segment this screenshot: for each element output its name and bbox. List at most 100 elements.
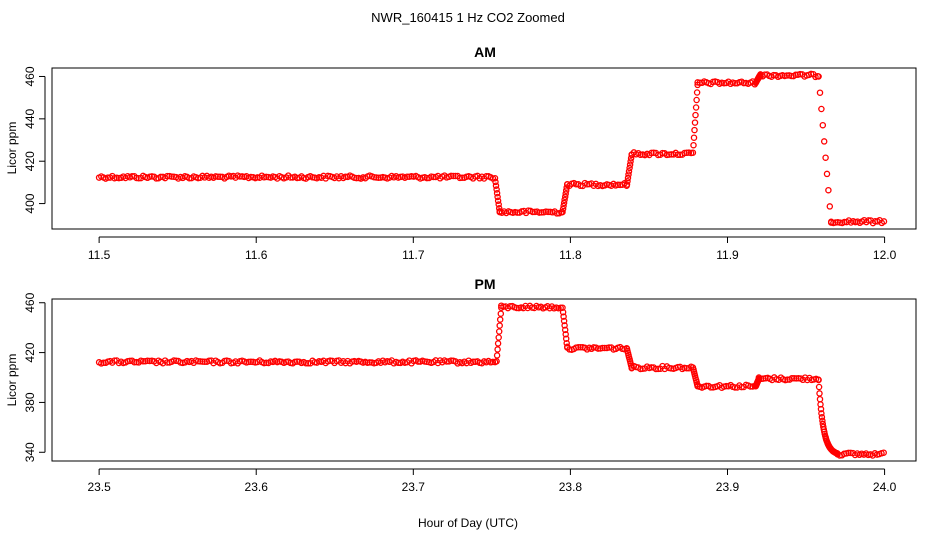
- data-point: [614, 181, 622, 189]
- data-point: [245, 358, 252, 366]
- data-point: [561, 193, 569, 201]
- data-point: [197, 358, 204, 365]
- data-point: [247, 358, 255, 366]
- panel-pm-title: PM: [475, 276, 496, 292]
- data-point: [536, 209, 543, 216]
- data-point: [492, 178, 499, 186]
- data-point: [740, 79, 748, 87]
- data-point: [815, 383, 823, 391]
- panel-pm-yaxis: 340 380 420 460: [23, 292, 46, 462]
- panel-pm-xaxis: 23.5 23.6 23.7 23.8 23.9 24.0: [87, 468, 897, 494]
- data-point: [626, 164, 633, 172]
- data-point: [880, 218, 888, 225]
- data-point: [287, 174, 294, 181]
- x-tick-label: 12.0: [873, 248, 897, 262]
- data-point: [599, 344, 606, 352]
- data-point: [627, 158, 634, 165]
- data-point: [820, 138, 828, 145]
- data-point: [627, 154, 635, 162]
- x-tick-label: 23.7: [402, 480, 426, 494]
- data-point: [493, 352, 501, 359]
- y-tick-label: 380: [23, 392, 37, 412]
- data-point: [788, 374, 796, 382]
- data-point: [790, 375, 798, 382]
- data-point: [496, 322, 503, 329]
- data-point: [513, 304, 520, 312]
- data-point: [623, 181, 631, 188]
- data-point: [263, 173, 270, 181]
- data-point: [497, 310, 505, 317]
- data-point: [654, 365, 662, 373]
- data-point: [492, 182, 500, 189]
- panel-am-ylabel: Licor ppm: [5, 122, 19, 175]
- data-point: [496, 316, 504, 323]
- data-point: [561, 196, 568, 204]
- data-point: [819, 417, 826, 425]
- y-tick-label: 460: [23, 66, 37, 86]
- data-point: [624, 174, 632, 182]
- x-tick-label: 24.0: [873, 480, 897, 494]
- data-point: [493, 186, 500, 193]
- panel-pm-ylabel: Licor ppm: [5, 354, 19, 407]
- data-point: [815, 73, 822, 80]
- data-point: [693, 96, 700, 104]
- data-point: [560, 317, 568, 325]
- data-point: [783, 72, 791, 79]
- data-point: [494, 197, 502, 205]
- data-point: [818, 410, 825, 417]
- data-point: [199, 358, 206, 365]
- data-point: [447, 172, 455, 180]
- data-point: [880, 449, 887, 456]
- data-point: [692, 104, 700, 111]
- data-point: [690, 141, 697, 149]
- data-point: [625, 168, 633, 175]
- data-point: [845, 449, 852, 457]
- data-point: [825, 186, 832, 194]
- data-point: [560, 313, 567, 320]
- y-tick-label: 400: [23, 193, 37, 213]
- data-point: [731, 79, 739, 87]
- data-point: [491, 174, 499, 182]
- data-point: [792, 71, 799, 79]
- data-point: [648, 149, 655, 157]
- data-point: [652, 365, 660, 373]
- y-tick-label: 420: [23, 151, 37, 171]
- data-point: [818, 105, 825, 113]
- data-point: [562, 331, 569, 338]
- data-point: [601, 344, 608, 352]
- data-point: [674, 151, 682, 159]
- data-point: [681, 149, 688, 157]
- data-point: [691, 126, 698, 134]
- data-point: [691, 119, 699, 126]
- data-point: [826, 203, 834, 210]
- data-point: [816, 390, 823, 397]
- data-point: [495, 328, 503, 335]
- x-axis-label: Hour of Day (UTC): [418, 516, 518, 530]
- data-point: [139, 358, 147, 365]
- data-point: [133, 174, 140, 182]
- data-point: [373, 174, 380, 181]
- data-point: [493, 358, 500, 365]
- data-point: [559, 208, 566, 216]
- data-point: [450, 172, 457, 180]
- data-point: [818, 413, 826, 421]
- panel-pm-points: [95, 302, 887, 459]
- data-point: [236, 173, 244, 180]
- data-point: [816, 395, 824, 403]
- x-tick-label: 11.8: [559, 248, 582, 262]
- data-point: [469, 358, 477, 366]
- data-point: [168, 173, 175, 180]
- data-point: [562, 335, 570, 342]
- x-tick-label: 11.9: [716, 248, 739, 262]
- data-point: [692, 111, 699, 119]
- panel-am-title: AM: [474, 44, 496, 60]
- data-point: [560, 202, 567, 210]
- data-point: [560, 199, 568, 207]
- y-tick-label: 440: [23, 109, 37, 129]
- data-point: [559, 205, 567, 213]
- data-point: [529, 208, 536, 216]
- data-point: [816, 89, 824, 96]
- data-point: [625, 171, 632, 178]
- panel-pm-plot-frame: [51, 298, 917, 462]
- data-point: [815, 376, 822, 384]
